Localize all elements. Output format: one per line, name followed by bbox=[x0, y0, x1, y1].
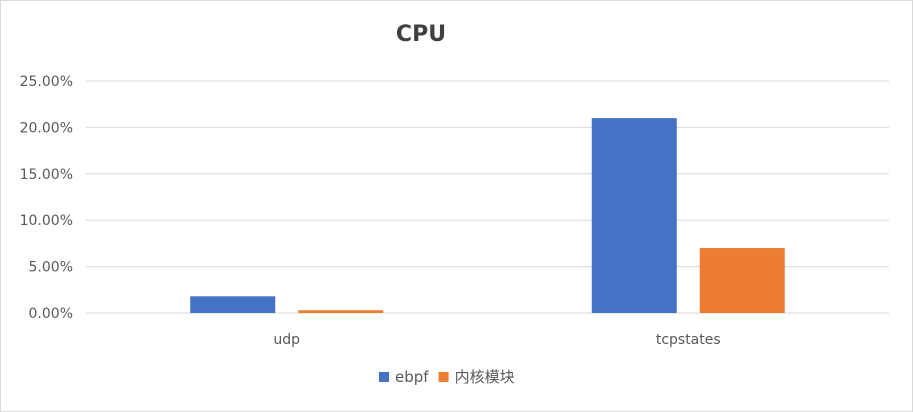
y-tick-label: 5.00% bbox=[29, 260, 73, 276]
bar-udp-series-0 bbox=[190, 296, 276, 313]
y-tick-label: 10.00% bbox=[20, 213, 73, 229]
bars bbox=[190, 118, 785, 314]
legend: ebpf 内核模块 bbox=[379, 368, 515, 386]
x-axis-categories: udp tcpstates bbox=[273, 332, 720, 348]
legend-label: 内核模块 bbox=[455, 368, 515, 386]
bar-udp-series-1 bbox=[298, 310, 384, 313]
legend-label: ebpf bbox=[395, 368, 429, 386]
bar-tcpstates-series-0 bbox=[591, 118, 677, 314]
x-category-label: udp bbox=[273, 332, 300, 348]
y-tick-label: 15.00% bbox=[20, 167, 73, 183]
y-tick-label: 25.00% bbox=[20, 74, 73, 90]
y-tick-label: 0.00% bbox=[29, 306, 73, 322]
x-category-label: tcpstates bbox=[656, 332, 721, 348]
legend-swatch bbox=[379, 372, 389, 382]
bar-tcpstates-series-1 bbox=[699, 248, 785, 313]
y-axis-ticks: 0.00% 5.00% 10.00% 15.00% 20.00% 25.00% bbox=[20, 74, 73, 322]
chart-title: CPU bbox=[396, 22, 446, 47]
legend-swatch bbox=[438, 372, 449, 382]
y-tick-label: 20.00% bbox=[20, 120, 73, 136]
